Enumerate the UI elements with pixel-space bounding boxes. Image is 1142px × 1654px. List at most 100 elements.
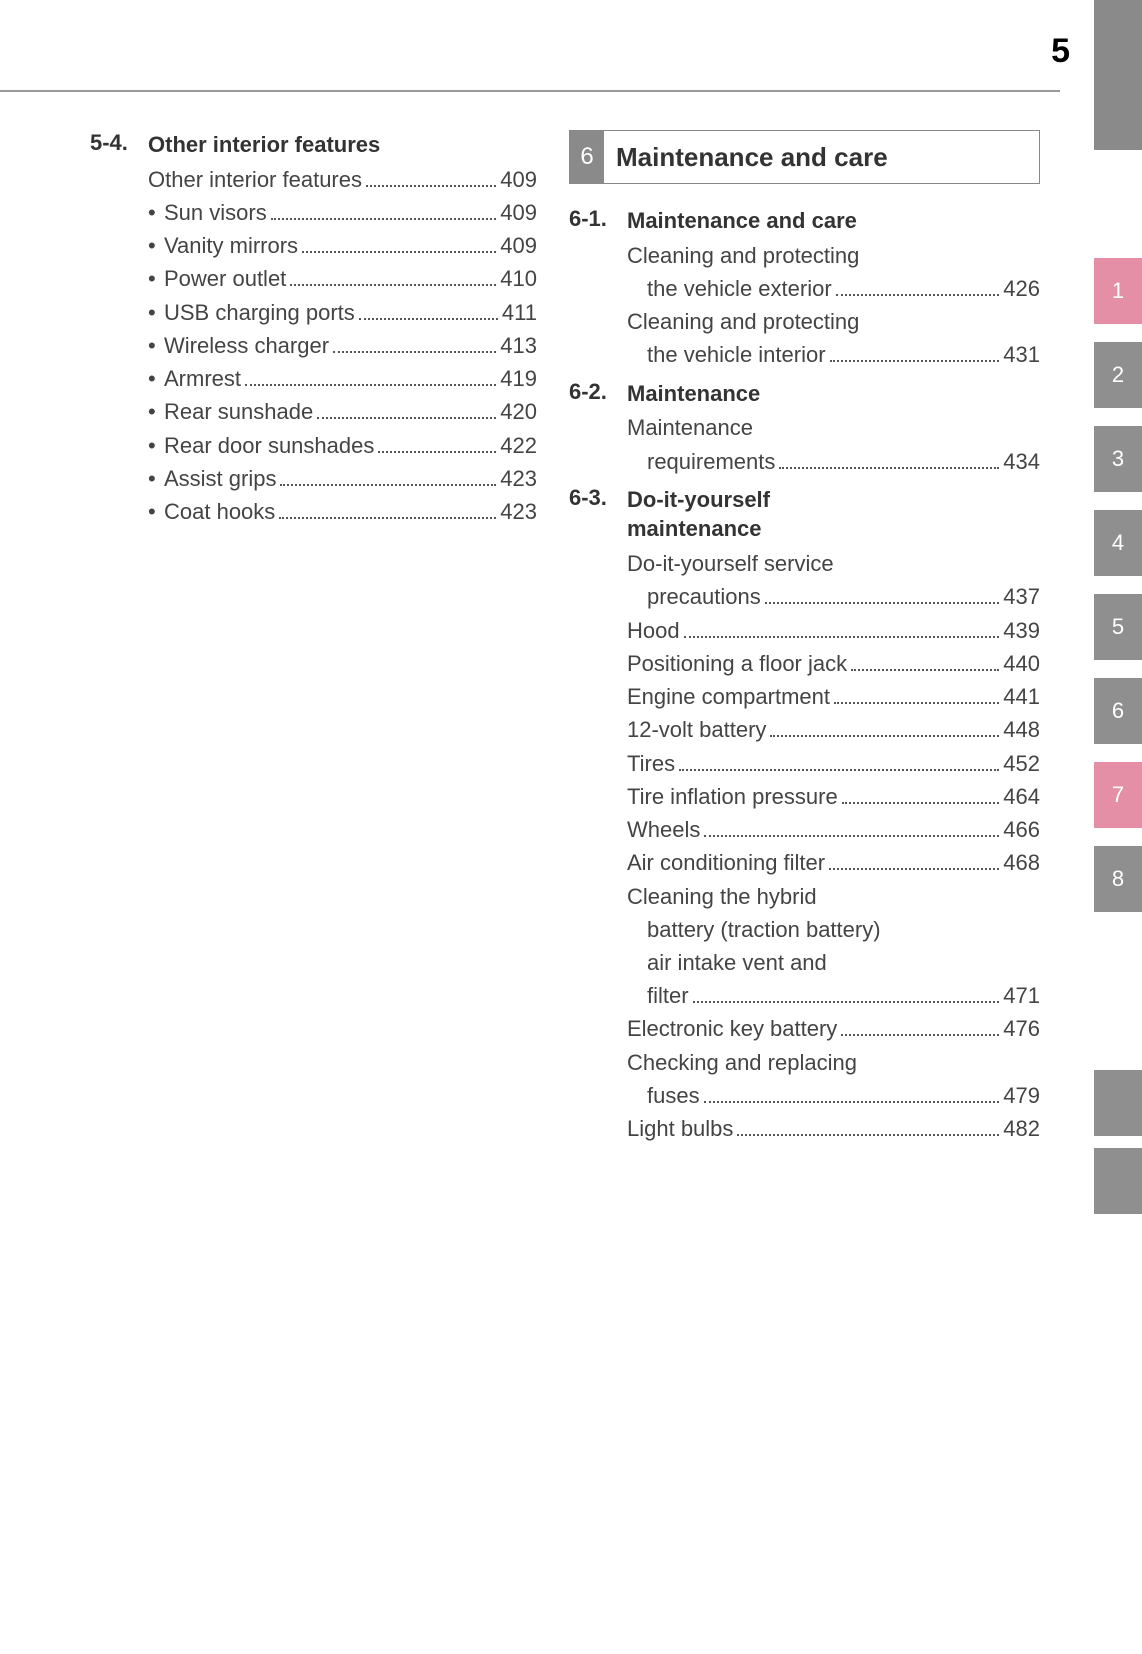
toc-leader-dots (830, 360, 1000, 362)
side-tabs-bottom (1094, 1070, 1142, 1232)
toc-entry: Engine compartment 441 (627, 681, 1040, 712)
toc-leader-dots (679, 769, 999, 771)
bullet-icon: • (148, 330, 164, 361)
toc-page: 476 (1003, 1013, 1040, 1044)
toc-entry: •USB charging ports411 (148, 297, 537, 328)
toc-page: 468 (1003, 847, 1040, 878)
toc-page: 440 (1003, 648, 1040, 679)
toc-entry: •Vanity mirrors409 (148, 230, 537, 261)
toc-page: 441 (1003, 681, 1040, 712)
toc-leader-dots (842, 802, 1000, 804)
toc-leader-dots (765, 602, 1000, 604)
toc-leader-dots (834, 702, 999, 704)
toc-leader-dots (271, 218, 497, 220)
toc-leader-dots (704, 835, 999, 837)
sub-section-num: 6-3. (569, 485, 627, 1147)
left-section-header: 5-4. Other interior features Other inter… (90, 130, 537, 529)
bullet-icon: • (148, 396, 164, 427)
toc-page: 466 (1003, 814, 1040, 845)
toc-label: USB charging ports (164, 297, 355, 328)
bullet-icon: • (148, 463, 164, 494)
toc-page: 448 (1003, 714, 1040, 745)
toc-entry: Do-it-yourself service (627, 548, 1040, 579)
toc-label: Checking and replacing (627, 1047, 857, 1078)
left-section-title: Other interior features (148, 130, 537, 160)
left-column: 5-4. Other interior features Other inter… (90, 130, 565, 1152)
side-tab-8[interactable]: 8 (1094, 846, 1142, 912)
toc-leader-dots (302, 251, 496, 253)
toc-page: 434 (1003, 446, 1040, 477)
sub-section-num: 6-1. (569, 206, 627, 373)
toc-label: Positioning a floor jack (627, 648, 847, 679)
toc-label: Electronic key battery (627, 1013, 837, 1044)
toc-label: Cleaning and protecting (627, 240, 859, 271)
toc-entry: Air conditioning filter 468 (627, 847, 1040, 878)
toc-label: Cleaning and protecting (627, 306, 859, 337)
toc-entry-cont: battery (traction battery) (627, 914, 1040, 945)
side-tab-1[interactable]: 1 (1094, 258, 1142, 324)
bullet-icon: • (148, 230, 164, 261)
toc-page: 464 (1003, 781, 1040, 812)
toc-label: Power outlet (164, 263, 286, 294)
toc-leader-dots (836, 294, 1000, 296)
side-tab-2[interactable]: 2 (1094, 342, 1142, 408)
page-number: 5 (1051, 32, 1070, 71)
side-tab-top-block (1094, 0, 1142, 150)
toc-entry: •Assist grips423 (148, 463, 537, 494)
toc-label: Air conditioning filter (627, 847, 825, 878)
toc-entry: Wheels 466 (627, 814, 1040, 845)
toc-label: Sun visors (164, 197, 267, 228)
toc-page: 431 (1003, 339, 1040, 370)
side-tab-5[interactable]: 5 (1094, 594, 1142, 660)
toc-label: Hood (627, 615, 680, 646)
toc-label: Light bulbs (627, 1113, 733, 1144)
bullet-icon: • (148, 197, 164, 228)
toc-entry: Other interior features409 (148, 164, 537, 195)
toc-entry: Cleaning the hybrid (627, 881, 1040, 912)
toc-leader-dots (290, 284, 496, 286)
sub-section-title: Do-it-yourselfmaintenance (627, 485, 1040, 544)
sub-section-title: Maintenance (627, 379, 1040, 409)
side-tab-7[interactable]: 7 (1094, 762, 1142, 828)
toc-page: 420 (500, 396, 537, 427)
toc-leader-dots (693, 1001, 1000, 1003)
side-tab-blank (1094, 1148, 1142, 1214)
toc-label: the vehicle interior (627, 339, 826, 370)
toc-leader-dots (359, 318, 498, 320)
toc-label: battery (traction battery) (627, 914, 881, 945)
side-tab-4[interactable]: 4 (1094, 510, 1142, 576)
toc-label: Engine compartment (627, 681, 830, 712)
side-tab-3[interactable]: 3 (1094, 426, 1142, 492)
toc-label: Wheels (627, 814, 700, 845)
sub-section-num: 6-2. (569, 379, 627, 479)
section-band: 6 Maintenance and care (569, 130, 1040, 184)
toc-entry: •Armrest419 (148, 363, 537, 394)
toc-entry-cont: fuses479 (627, 1080, 1040, 1111)
bullet-icon: • (148, 430, 164, 461)
toc-leader-dots (684, 636, 1000, 638)
toc-page: 419 (500, 363, 537, 394)
toc-entry: Light bulbs 482 (627, 1113, 1040, 1144)
toc-leader-dots (737, 1134, 999, 1136)
toc-entry: 12-volt battery448 (627, 714, 1040, 745)
toc-page: 439 (1003, 615, 1040, 646)
bullet-icon: • (148, 297, 164, 328)
toc-page: 422 (500, 430, 537, 461)
toc-page: 479 (1003, 1080, 1040, 1111)
toc-leader-dots (841, 1034, 999, 1036)
top-rule (0, 90, 1060, 92)
toc-leader-dots (770, 735, 999, 737)
toc-entry: •Coat hooks423 (148, 496, 537, 527)
toc-label: Wireless charger (164, 330, 329, 361)
toc-entry: Cleaning and protecting (627, 306, 1040, 337)
toc-leader-dots (280, 484, 496, 486)
side-tab-6[interactable]: 6 (1094, 678, 1142, 744)
toc-leader-dots (779, 467, 999, 469)
toc-entry-cont: requirements434 (627, 446, 1040, 477)
right-column: 6 Maintenance and care 6-1.Maintenance a… (565, 130, 1040, 1152)
toc-leader-dots (851, 669, 999, 671)
side-tab-blank (1094, 1070, 1142, 1136)
toc-page: 482 (1003, 1113, 1040, 1144)
toc-leader-dots (245, 384, 496, 386)
toc-label: Do-it-yourself service (627, 548, 834, 579)
